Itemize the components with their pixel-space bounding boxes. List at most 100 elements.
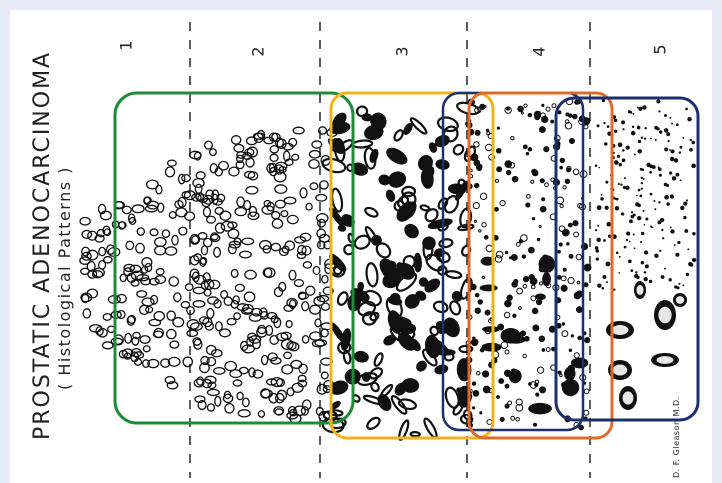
gland	[270, 356, 282, 365]
gland	[188, 150, 202, 160]
gland	[447, 183, 467, 195]
cell	[496, 126, 500, 130]
gland	[396, 262, 409, 279]
cell	[685, 272, 690, 277]
gland	[213, 299, 222, 309]
cell	[658, 130, 663, 134]
cell	[618, 272, 620, 274]
gland	[103, 228, 112, 237]
gland	[103, 255, 113, 264]
gland	[99, 210, 112, 221]
gland	[308, 159, 320, 169]
gland	[101, 341, 114, 350]
cell	[583, 409, 590, 416]
cell	[603, 122, 606, 125]
gland	[183, 190, 196, 201]
gland	[164, 375, 176, 385]
cell	[607, 234, 612, 238]
gland	[386, 147, 408, 165]
gland	[200, 355, 210, 366]
author-signature: D. F. Gleason M.D.	[672, 396, 681, 478]
gland	[178, 226, 188, 236]
gland	[189, 268, 200, 280]
cell	[625, 145, 630, 150]
gland	[397, 195, 410, 209]
gland	[244, 170, 256, 179]
gland	[102, 312, 112, 321]
gland	[121, 348, 134, 359]
gland	[181, 174, 191, 183]
cell	[669, 226, 672, 229]
cell	[500, 341, 509, 349]
gland	[202, 237, 213, 248]
cell	[600, 193, 603, 196]
gland	[243, 200, 252, 211]
gland	[301, 334, 310, 344]
gland	[403, 122, 413, 136]
cell	[664, 147, 669, 152]
gland	[245, 136, 258, 146]
gland	[94, 234, 105, 243]
gland	[262, 267, 276, 279]
gland	[317, 126, 328, 135]
gland	[357, 300, 377, 317]
gland	[561, 379, 580, 397]
gland	[427, 218, 453, 229]
cell	[564, 178, 571, 185]
box-grade-4	[467, 91, 614, 440]
gland	[130, 351, 139, 363]
cell	[636, 106, 639, 109]
gland	[364, 206, 379, 218]
cell	[633, 153, 636, 156]
gland	[368, 367, 384, 380]
gland	[140, 277, 152, 286]
gland	[428, 142, 438, 153]
cell	[680, 205, 685, 211]
cell	[623, 245, 627, 249]
gland	[482, 326, 500, 333]
gland	[301, 399, 312, 411]
cell	[481, 222, 487, 228]
gland	[291, 153, 300, 161]
gland	[214, 395, 222, 407]
diagram-frame	[10, 10, 712, 483]
cell	[482, 385, 491, 394]
cell	[617, 182, 620, 186]
gland	[320, 302, 331, 311]
cell	[522, 275, 530, 283]
gland	[213, 246, 222, 258]
gland	[429, 325, 440, 337]
cell	[573, 231, 580, 238]
gland	[266, 311, 278, 320]
cell	[470, 283, 477, 291]
gland	[154, 245, 167, 256]
gland	[297, 244, 307, 256]
gland	[233, 143, 245, 153]
gland	[240, 307, 254, 315]
cell	[621, 158, 626, 163]
gland	[274, 199, 286, 209]
cell	[515, 398, 523, 406]
gland	[369, 311, 380, 322]
cell	[671, 176, 677, 181]
gland	[191, 235, 200, 245]
gland	[130, 270, 144, 281]
gland	[402, 254, 416, 269]
cell	[670, 149, 675, 154]
cell	[575, 253, 583, 261]
gland	[237, 409, 251, 418]
gland	[199, 362, 210, 374]
cell	[506, 294, 513, 301]
gland	[204, 140, 213, 150]
gland	[244, 269, 257, 280]
gland	[408, 337, 421, 352]
gland	[260, 388, 273, 399]
cell	[527, 147, 533, 152]
gland	[362, 394, 384, 405]
cell	[634, 273, 639, 279]
gland	[419, 204, 431, 212]
cell	[620, 212, 624, 216]
gland	[206, 403, 216, 412]
cell	[692, 232, 696, 236]
gland	[191, 271, 200, 283]
